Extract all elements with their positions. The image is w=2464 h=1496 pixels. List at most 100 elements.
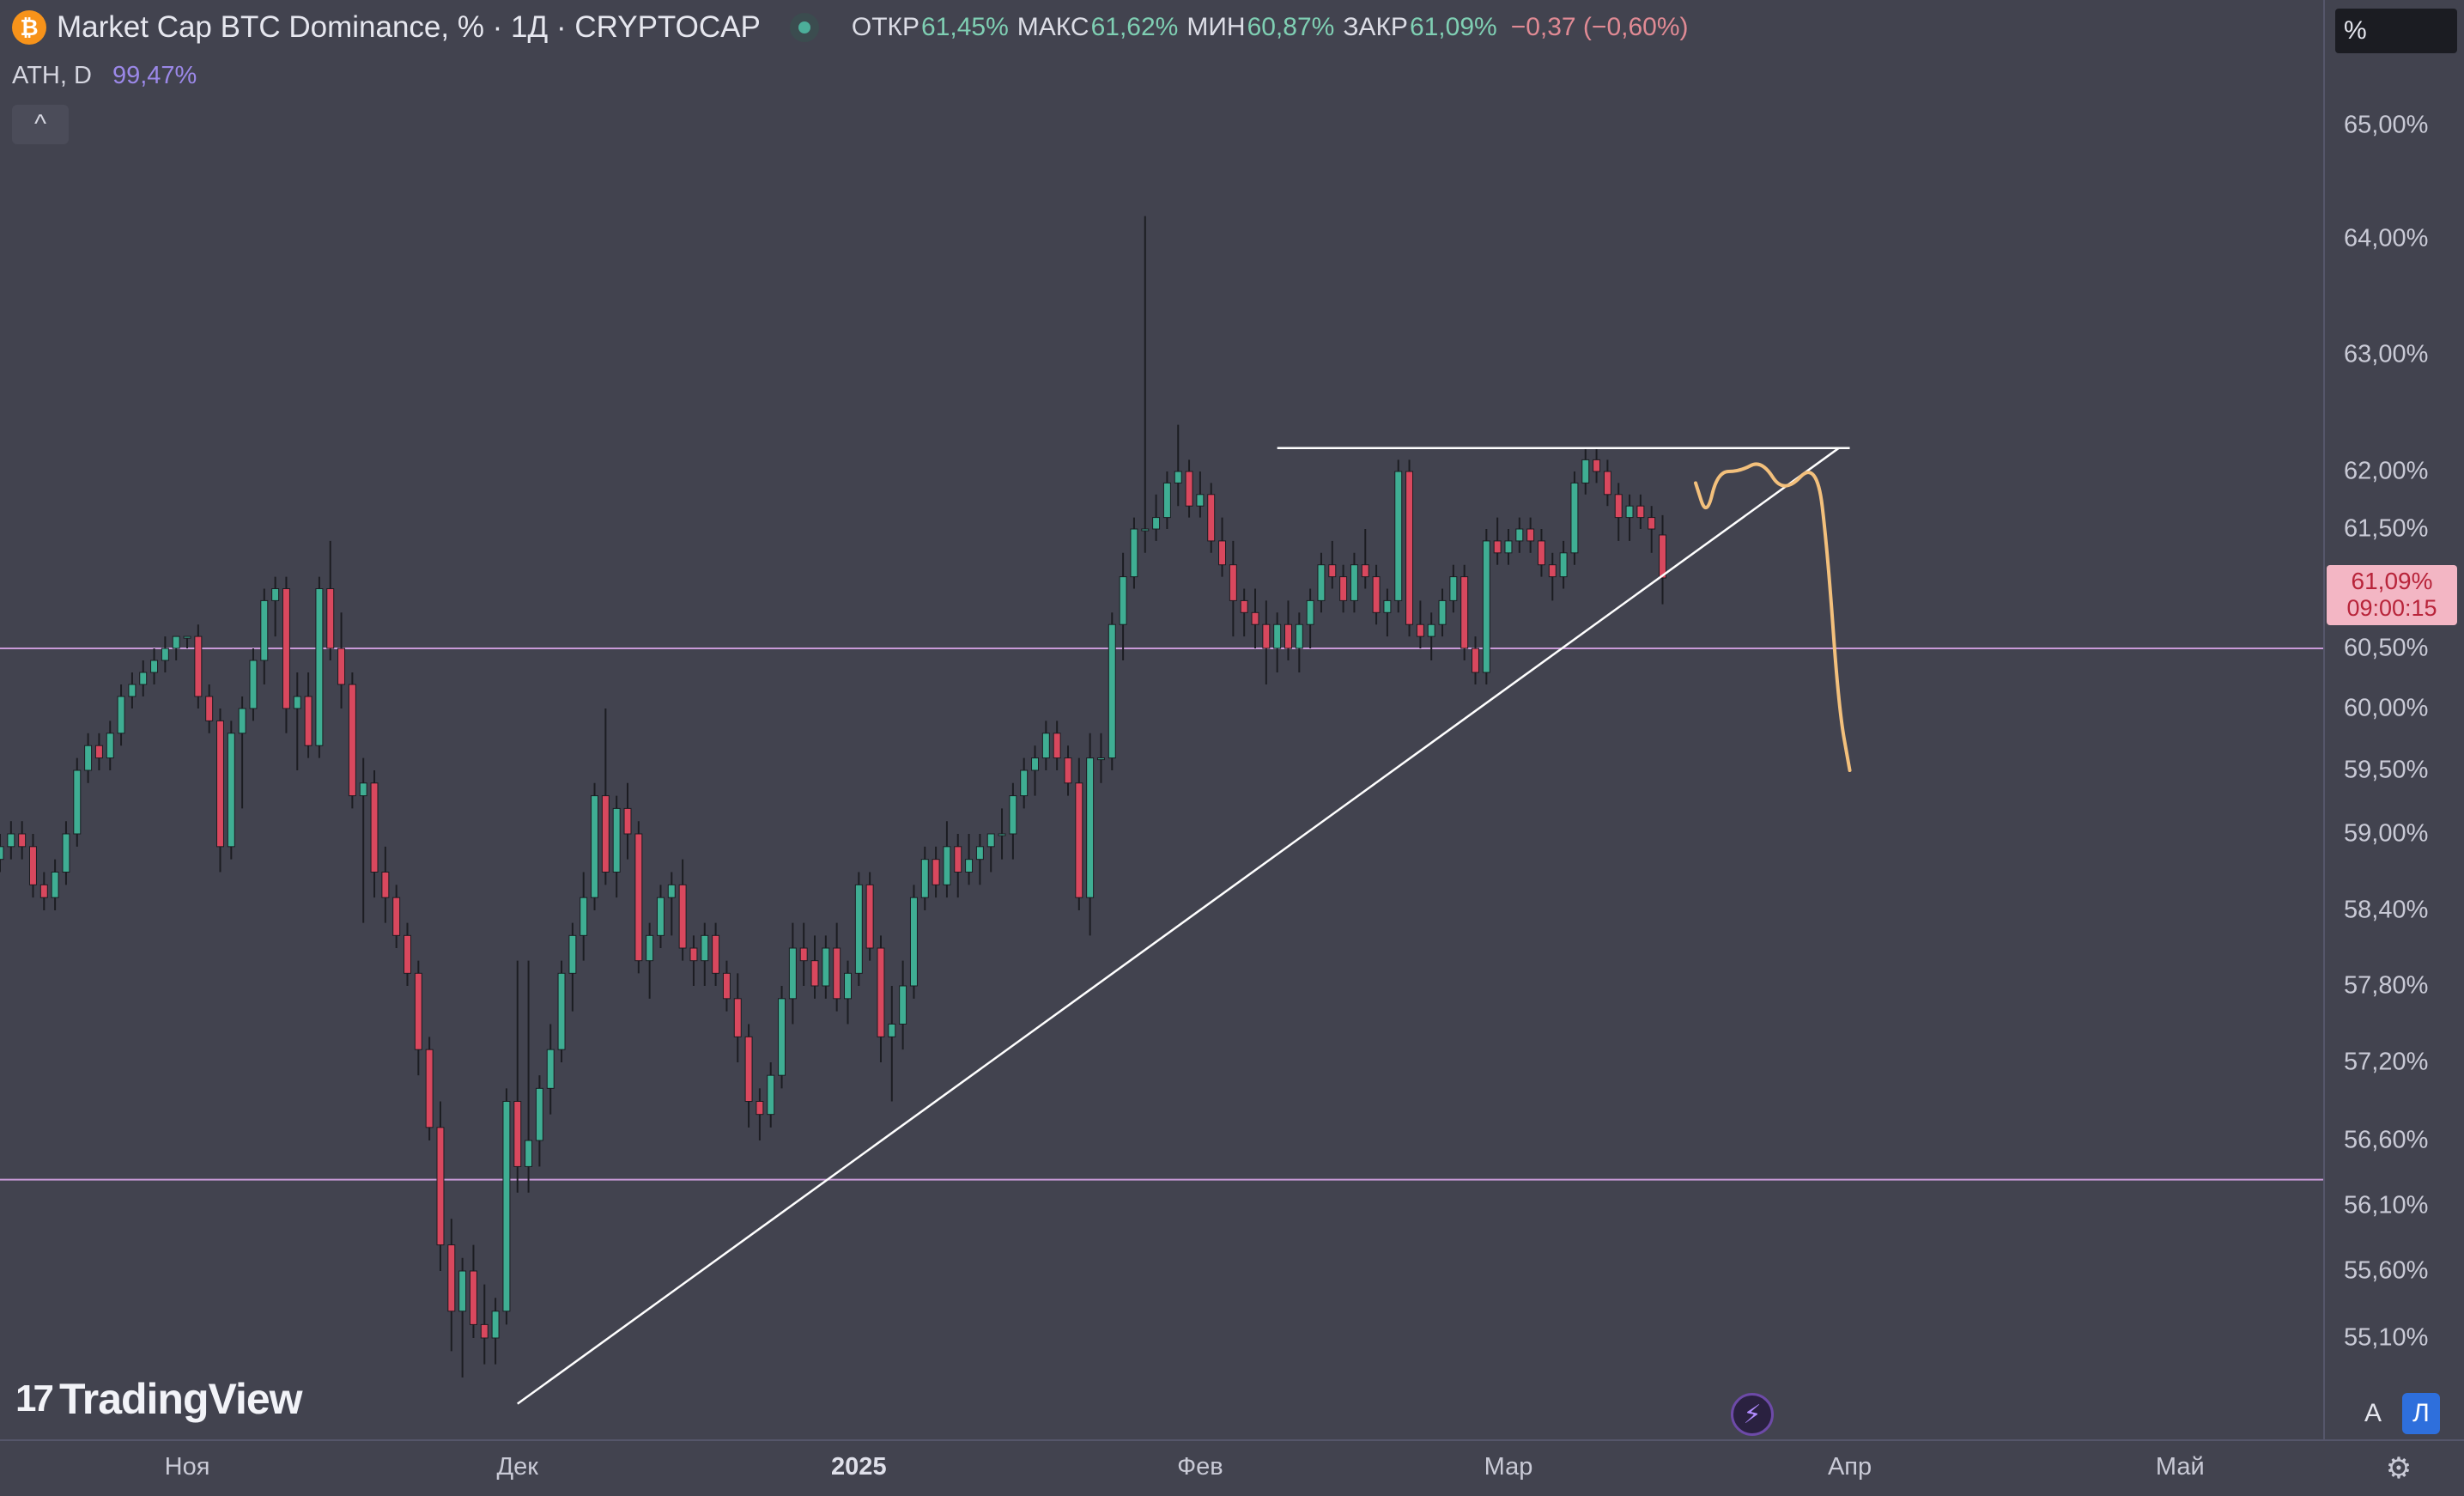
symbol-title[interactable]: Market Cap BTC Dominance, % · 1Д · CRYPT… [57, 10, 761, 44]
candle [535, 1075, 543, 1167]
low-label: МИН [1186, 13, 1246, 41]
market-status-icon[interactable] [789, 13, 819, 42]
candle [249, 648, 258, 721]
candle [778, 986, 786, 1089]
candle [1185, 459, 1193, 518]
candle-body-down [932, 859, 940, 885]
price-chart[interactable] [0, 0, 2323, 1439]
candle-body-up [965, 859, 974, 873]
candle [646, 922, 654, 999]
chart-area[interactable] [0, 0, 2323, 1439]
candle [1273, 612, 1282, 672]
candle-body-down [304, 696, 313, 746]
candle-body-up [1196, 494, 1205, 507]
candle [722, 960, 731, 1012]
candle [94, 733, 103, 770]
candle [612, 795, 621, 898]
price-tick-label: 61,50% [2344, 514, 2429, 543]
price-axis[interactable]: 65,00% 64,00% 63,00% 62,00% 61,50% 60,50% 60,0… [2323, 0, 2464, 1439]
candle-body-up [1086, 757, 1095, 898]
candle-body-down [733, 998, 742, 1037]
price-tick-label: 56,10% [2344, 1191, 2429, 1219]
candle-body-up [778, 998, 786, 1076]
scale-mode-button[interactable]: % [2335, 9, 2457, 53]
candle [1472, 636, 1479, 684]
price-tick-label: 60,50% [2344, 634, 2429, 662]
indicator-name[interactable]: ATH, D [12, 62, 92, 89]
candle [998, 808, 1006, 860]
candle [1559, 540, 1568, 589]
candle-body-down [1328, 564, 1337, 578]
candle [1416, 600, 1424, 648]
candle [447, 1219, 456, 1352]
candle [701, 922, 709, 986]
candle-body-up [920, 859, 929, 898]
log-scale-button[interactable]: Л [2402, 1393, 2440, 1434]
lightning-icon[interactable]: ⚡ [1731, 1393, 1774, 1436]
candle-body-up [1570, 482, 1579, 554]
candle [458, 1257, 467, 1377]
tradingview-logo[interactable]: 17 TradingView [15, 1374, 303, 1424]
candle-body-down [18, 833, 27, 848]
candle [1075, 757, 1083, 910]
candle-body-up [667, 884, 676, 898]
candle [1405, 459, 1414, 637]
candle [1537, 529, 1545, 577]
time-tick-label: Мар [1484, 1453, 1533, 1481]
candle [1361, 529, 1369, 589]
candle [1086, 733, 1095, 936]
candle [546, 1024, 555, 1115]
candle [899, 960, 907, 1050]
candle-body-up [909, 897, 918, 987]
candle [1096, 733, 1105, 783]
candle [1020, 757, 1029, 809]
candle-body-down [634, 833, 643, 962]
bitcoin-icon: ₿ [12, 10, 46, 45]
candle [227, 721, 235, 860]
candle-body-up [986, 833, 995, 848]
candle-body-up [580, 897, 588, 936]
candle [678, 859, 687, 961]
candle-body-up [899, 985, 907, 1025]
candle [888, 986, 896, 1102]
candle-body-up [1383, 599, 1392, 613]
settings-gear-icon[interactable]: ⚙ [2385, 1452, 2412, 1485]
indicator-legend[interactable]: ATH, D 99,47% [12, 62, 197, 90]
candle-body-up [1162, 482, 1171, 519]
candle-body-up [1306, 599, 1314, 625]
candle-body-up [1041, 733, 1050, 759]
candle [810, 935, 819, 999]
candle [1119, 552, 1127, 660]
candle-body-up [150, 660, 159, 673]
candle [1207, 483, 1216, 553]
candle-body-down [1537, 540, 1545, 566]
candle [767, 1062, 775, 1128]
candle-body-down [756, 1101, 764, 1116]
candle-body-down [1284, 623, 1292, 649]
candle [799, 922, 808, 986]
candle [304, 672, 313, 758]
candle-body-down [689, 947, 698, 962]
candle [1306, 588, 1314, 648]
time-axis[interactable]: Ноя Дек 2025 Фев Мар Апр Май [0, 1439, 2464, 1496]
candle-body-up [502, 1101, 511, 1312]
time-tick-label: Ноя [164, 1453, 210, 1481]
candle-body-up [1625, 505, 1634, 519]
open-label: ОТКР [851, 13, 920, 41]
candle-body-down [216, 720, 224, 848]
candle-body-up [888, 1024, 896, 1037]
candle [1350, 552, 1358, 613]
candle [51, 859, 59, 910]
candle [580, 872, 588, 961]
candle [315, 576, 324, 758]
candle [1394, 459, 1403, 613]
candle-body-up [183, 635, 191, 639]
auto-scale-button[interactable]: A [2364, 1399, 2382, 1427]
candle [525, 960, 533, 1193]
time-tick-label: Апр [1827, 1453, 1872, 1481]
candle [657, 885, 665, 948]
candle [1493, 517, 1502, 565]
candle-body-up [767, 1074, 775, 1116]
collapse-legend-button[interactable]: ^ [12, 105, 69, 144]
candle-body-down [469, 1270, 477, 1325]
